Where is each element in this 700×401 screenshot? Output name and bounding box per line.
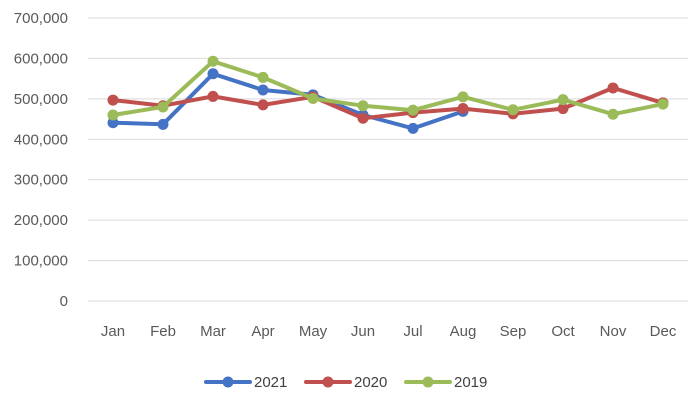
data-point <box>457 91 469 103</box>
data-point <box>307 92 319 104</box>
y-tick-label: 600,000 <box>14 50 68 67</box>
data-point <box>607 82 619 94</box>
y-tick-label: 700,000 <box>14 10 68 27</box>
series-2020 <box>107 82 669 124</box>
legend-item-2021: 2021 <box>204 374 287 391</box>
data-point <box>357 112 369 124</box>
data-point <box>657 98 669 110</box>
y-tick-label: 400,000 <box>14 131 68 148</box>
x-tick-label: May <box>299 323 328 340</box>
data-point <box>157 101 169 113</box>
series-2019 <box>107 55 669 121</box>
x-tick-label: Nov <box>600 323 627 340</box>
data-point <box>457 103 469 115</box>
x-tick-label: Jan <box>101 323 125 340</box>
data-point <box>107 94 119 106</box>
x-tick-label: Feb <box>150 323 176 340</box>
series-line <box>111 85 665 121</box>
x-tick-label: Sep <box>500 323 527 340</box>
legend-item-2019: 2019 <box>404 374 487 391</box>
data-point <box>107 117 119 129</box>
data-point <box>257 84 269 96</box>
data-point <box>257 71 269 83</box>
legend: 2021 2020 2019 <box>204 374 487 391</box>
x-axis: Jan Feb Mar Apr May Jun Jul Aug Sep Oct Nov Dec <box>101 323 677 340</box>
x-tick-label: Dec <box>650 323 677 340</box>
data-point <box>207 90 219 102</box>
x-tick-label: Jun <box>351 323 375 340</box>
legend-label: 2021 <box>254 374 287 391</box>
data-point <box>557 103 569 115</box>
data-point <box>357 100 369 112</box>
x-tick-label: Aug <box>450 323 477 340</box>
x-tick-label: Jul <box>403 323 422 340</box>
legend-label: 2020 <box>354 374 387 391</box>
series-line <box>111 59 665 117</box>
data-point <box>557 94 569 106</box>
y-tick-label: 0 <box>60 293 68 310</box>
legend-marker <box>322 376 334 388</box>
data-point <box>507 104 519 116</box>
x-tick-label: Oct <box>551 323 575 340</box>
data-point <box>207 68 219 80</box>
data-point <box>407 122 419 134</box>
data-point <box>607 108 619 120</box>
data-point <box>407 104 419 116</box>
y-tick-label: 500,000 <box>14 91 68 108</box>
x-tick-label: Mar <box>200 323 226 340</box>
y-tick-label: 100,000 <box>14 253 68 270</box>
y-axis: 0 100,000 200,000 300,000 400,000 500,000 600,… <box>14 10 68 310</box>
legend-marker <box>222 376 234 388</box>
legend-marker <box>422 376 434 388</box>
y-tick-label: 300,000 <box>14 172 68 189</box>
data-point <box>157 118 169 130</box>
legend-label: 2019 <box>454 374 487 391</box>
x-tick-label: Apr <box>251 323 274 340</box>
legend-item-2020: 2020 <box>304 374 387 391</box>
data-point <box>257 99 269 111</box>
series-group <box>107 55 669 134</box>
series-line <box>111 71 465 131</box>
data-point <box>207 55 219 67</box>
data-point <box>107 109 119 121</box>
y-tick-label: 200,000 <box>14 212 68 229</box>
gridlines <box>88 17 688 302</box>
